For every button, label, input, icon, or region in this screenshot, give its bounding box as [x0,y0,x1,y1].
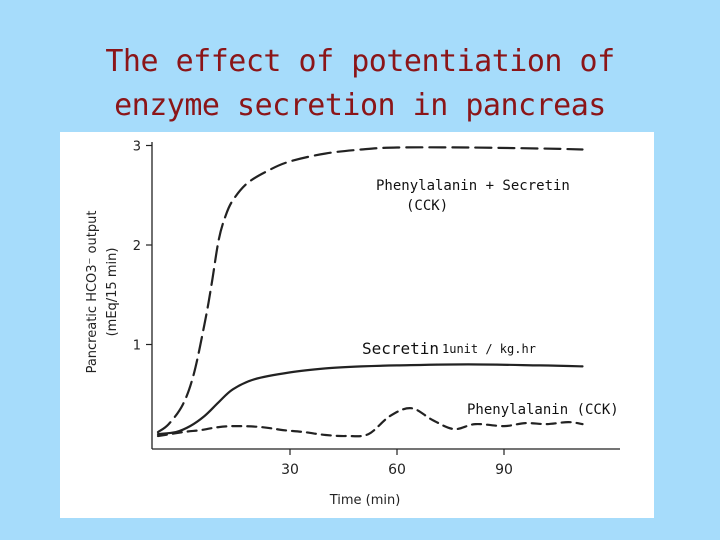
series-3-label: Phenylalanin (CCK) [467,402,619,418]
series-line-1 [156,146,584,434]
slide-title: The effect of potentiation of enzyme sec… [0,40,720,128]
x-tick-label: 30 [281,462,299,478]
chart-svg: 1 2 3 30 60 90 Time (min) Pancreatic HCO3⁻ outp… [85,140,620,508]
series-line-2 [156,363,584,436]
slide-title-line-1: The effect of potentiation of [105,44,615,79]
series-line-3 [156,407,584,438]
series-1-label: Phenylalanin + Secretin [376,178,570,194]
y-axis-units-label: (mEq/15 min) [105,248,120,337]
y-tick-label: 3 [133,140,141,155]
series-2-label-suffix: 1unit / kg.hr [442,342,536,356]
series-2-label: Secretin [362,339,439,358]
slide-title-line-2: enzyme secretion in pancreas [114,88,606,123]
x-tick-label: 90 [495,462,513,478]
series-1-label-line-2: (CCK) [406,198,448,214]
chart-figure: 1 2 3 30 60 90 Time (min) Pancreatic HCO3⁻ outp… [60,132,654,518]
x-axis-label: Time (min) [329,493,401,508]
y-tick-label: 2 [133,239,141,254]
y-tick-label: 1 [133,339,141,354]
y-axis-label: Pancreatic HCO3⁻ output [85,211,100,374]
x-tick-label: 60 [388,462,406,478]
